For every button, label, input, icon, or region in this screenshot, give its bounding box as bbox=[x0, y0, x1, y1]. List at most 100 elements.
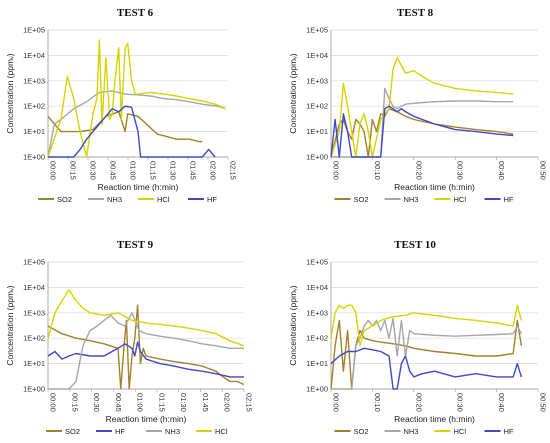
chart-panel-3: TEST 9 1E+00 1E+01 1E+02 1E+03 1E+04 1E+05 00:0… bbox=[5, 239, 254, 436]
series-line-so2 bbox=[47, 304, 245, 390]
y-tick-label: 1E+02 bbox=[306, 334, 328, 343]
x-tick-label: 00:15 bbox=[70, 393, 79, 412]
series-line-nh3 bbox=[48, 312, 244, 390]
x-tick-label: 00:30 bbox=[456, 161, 465, 180]
series-line-hf bbox=[330, 347, 523, 390]
legend-entry: HF bbox=[504, 195, 514, 204]
x-tick-label: 01:00 bbox=[136, 393, 145, 412]
chart-title: TEST 6 bbox=[117, 7, 154, 19]
x-tick-label: 01:00 bbox=[129, 161, 138, 180]
x-axis-label: Reaction time (h:min) bbox=[394, 182, 475, 192]
y-tick-label: 1E+03 bbox=[23, 308, 45, 317]
legend-entry: HCl bbox=[215, 427, 228, 436]
series-line-hcl bbox=[330, 57, 514, 158]
y-tick-label: 1E+04 bbox=[23, 283, 45, 292]
y-tick-label: 1E+03 bbox=[306, 308, 328, 317]
x-tick-label: 00:50 bbox=[539, 161, 548, 180]
chart-title: TEST 8 bbox=[397, 7, 434, 19]
x-tick-label: 00:40 bbox=[497, 161, 506, 180]
x-tick-label: 01:45 bbox=[201, 393, 210, 412]
y-tick-label: 1E+04 bbox=[306, 51, 328, 60]
x-tick-label: 00:10 bbox=[373, 161, 382, 180]
y-tick-label: 1E+02 bbox=[23, 334, 45, 343]
x-tick-label: 00:15 bbox=[69, 161, 78, 180]
x-tick-label: 02:15 bbox=[229, 161, 238, 180]
x-tick-label: 02:00 bbox=[209, 161, 218, 180]
y-tick-label: 1E+02 bbox=[306, 102, 328, 111]
y-axis-label: Concentration (ppmᵥ) bbox=[288, 53, 298, 133]
legend-entry: NH3 bbox=[404, 195, 419, 204]
y-tick-label: 1E+05 bbox=[23, 258, 45, 267]
y-tick-label: 1E+03 bbox=[23, 76, 45, 85]
legend-entry: HF bbox=[115, 427, 125, 436]
legend-entry: HF bbox=[504, 427, 514, 436]
y-tick-label: 1E+00 bbox=[23, 385, 45, 394]
legend-entry: HCl bbox=[454, 195, 467, 204]
chart-panel-2: TEST 8 1E+00 1E+01 1E+02 1E+03 1E+04 1E+05 00:0… bbox=[288, 7, 548, 204]
y-axis-label: Concentration (ppmᵥ) bbox=[288, 285, 298, 365]
x-tick-label: 00:10 bbox=[373, 393, 382, 412]
y-tick-label: 1E+01 bbox=[306, 127, 328, 136]
series-line-hcl bbox=[47, 39, 226, 158]
legend-entry: HF bbox=[207, 195, 217, 204]
x-tick-label: 01:30 bbox=[179, 393, 188, 412]
legend-entry: HCl bbox=[157, 195, 170, 204]
legend-entry: SO2 bbox=[65, 427, 80, 436]
x-tick-label: 01:15 bbox=[157, 393, 166, 412]
series-line-hcl bbox=[47, 289, 245, 347]
series-line-hf bbox=[47, 341, 244, 378]
legend-entry: SO2 bbox=[57, 195, 72, 204]
y-tick-label: 1E+05 bbox=[306, 26, 328, 35]
chart-panel-1: TEST 6 1E+00 1E+01 1E+02 1E+03 1E+04 1E+05 00:0… bbox=[5, 7, 238, 204]
x-tick-label: 02:00 bbox=[223, 393, 232, 412]
x-tick-label: 00:30 bbox=[456, 393, 465, 412]
x-tick-label: 00:40 bbox=[497, 393, 506, 412]
series-line-hf bbox=[330, 105, 514, 158]
legend-entry: SO2 bbox=[354, 427, 369, 436]
x-tick-label: 00:50 bbox=[539, 393, 548, 412]
x-tick-label: 00:45 bbox=[109, 161, 118, 180]
x-tick-label: 00:45 bbox=[114, 393, 123, 412]
y-tick-label: 1E+04 bbox=[306, 283, 328, 292]
x-tick-label: 02:15 bbox=[245, 393, 254, 412]
y-tick-label: 1E+00 bbox=[23, 153, 45, 162]
chart-title: TEST 10 bbox=[394, 239, 436, 251]
x-tick-label: 01:15 bbox=[149, 161, 158, 180]
x-axis-label: Reaction time (h:min) bbox=[394, 414, 475, 424]
x-tick-label: 00:20 bbox=[414, 161, 423, 180]
chart-panel-4: TEST 10 1E+00 1E+01 1E+02 1E+03 1E+04 1E+05 00:… bbox=[288, 239, 548, 436]
y-tick-label: 1E+02 bbox=[23, 102, 45, 111]
series-line-so2 bbox=[47, 111, 203, 143]
y-tick-label: 1E+01 bbox=[23, 359, 45, 368]
x-axis-label: Reaction time (h:min) bbox=[106, 414, 187, 424]
y-tick-label: 1E+05 bbox=[306, 258, 328, 267]
series-line-nh3 bbox=[47, 90, 226, 158]
x-tick-label: 01:45 bbox=[189, 161, 198, 180]
legend-entry: SO2 bbox=[354, 195, 369, 204]
chart-title: TEST 9 bbox=[117, 239, 154, 251]
x-axis-label: Reaction time (h:min) bbox=[98, 182, 179, 192]
y-tick-label: 1E+01 bbox=[306, 359, 328, 368]
x-tick-label: 01:30 bbox=[169, 161, 178, 180]
x-tick-label: 00:00 bbox=[49, 161, 58, 180]
y-tick-label: 1E+00 bbox=[306, 153, 328, 162]
legend-entry: NH3 bbox=[107, 195, 122, 204]
y-axis-label: Concentration (ppmᵥ) bbox=[5, 285, 15, 365]
y-tick-label: 1E+03 bbox=[306, 76, 328, 85]
x-tick-label: 00:20 bbox=[414, 393, 423, 412]
legend-entry: NH3 bbox=[404, 427, 419, 436]
y-tick-label: 1E+05 bbox=[23, 26, 45, 35]
series-line-so2 bbox=[330, 319, 523, 390]
y-tick-label: 1E+01 bbox=[23, 127, 45, 136]
series-line-hcl bbox=[330, 304, 523, 347]
x-tick-label: 00:30 bbox=[92, 393, 101, 412]
series-line-nh3 bbox=[331, 317, 523, 390]
series-line-so2 bbox=[330, 107, 514, 158]
x-tick-label: 00:00 bbox=[49, 393, 58, 412]
series-line-hf bbox=[48, 105, 216, 158]
legend-entry: NH3 bbox=[165, 427, 180, 436]
series-line-nh3 bbox=[331, 87, 514, 158]
y-tick-label: 1E+00 bbox=[306, 385, 328, 394]
legend-entry: HCl bbox=[454, 427, 467, 436]
